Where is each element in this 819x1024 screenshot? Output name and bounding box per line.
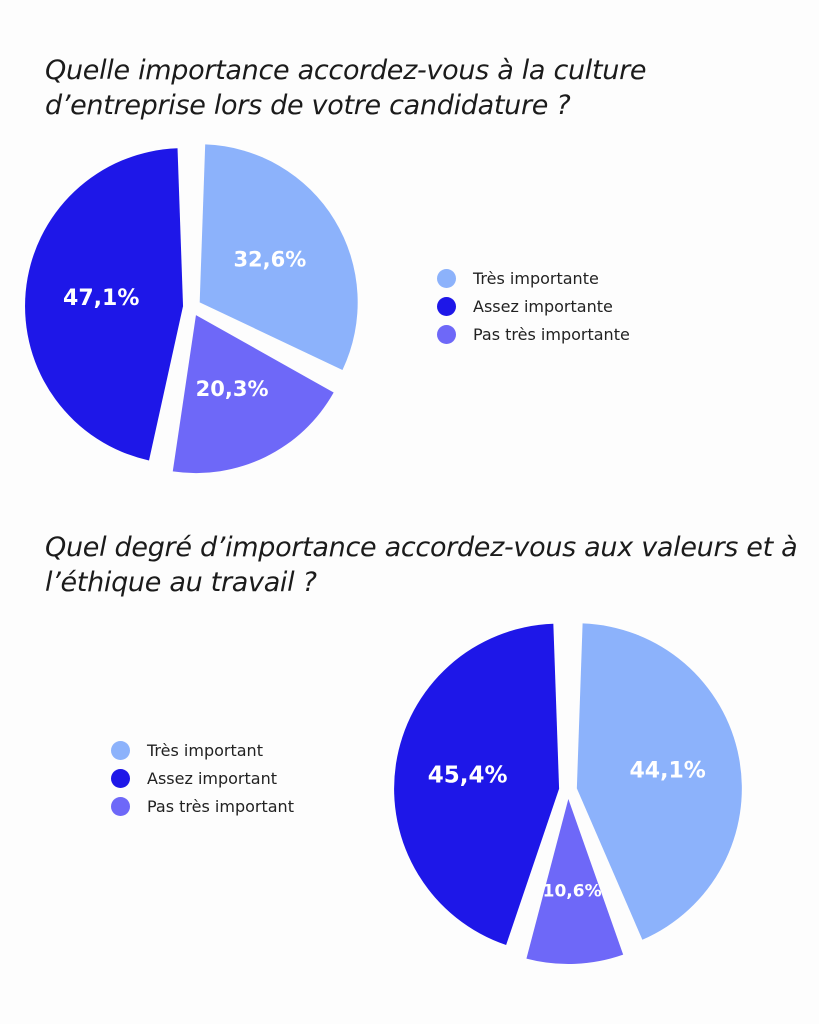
- legend-label: Très importante: [473, 268, 599, 288]
- legend-swatch: [111, 768, 130, 788]
- pie-slice-pas-très-importante: [172, 315, 334, 474]
- legend-item: Pas très important: [111, 792, 294, 820]
- pie-slice-très-importante: [199, 144, 358, 370]
- pie-slice-pas-très-important: [526, 798, 624, 964]
- slice-value-label: 45,4%: [428, 762, 508, 788]
- legend-label: Pas très importante: [473, 324, 630, 344]
- slice-value-label: 44,1%: [629, 759, 705, 784]
- slice-value-label: 47,1%: [63, 286, 139, 311]
- legend-label: Très important: [147, 740, 263, 760]
- legend-label: Assez important: [147, 768, 277, 788]
- chart-2-pie: 44,1% 10,6% 45,4%: [394, 623, 742, 964]
- legend-label: Assez importante: [473, 296, 613, 316]
- legend-swatch: [111, 796, 130, 816]
- legend-swatch: [437, 296, 456, 316]
- chart-1-legend: Très importante Assez importante Pas très …: [437, 264, 630, 348]
- pie-slice-assez-importante: [25, 148, 184, 461]
- pie-slice-très-important: [576, 623, 742, 940]
- chart-2-legend: Très important Assez important Pas très im…: [111, 736, 294, 820]
- pie-slice-assez-important: [394, 623, 560, 945]
- legend-swatch: [437, 324, 456, 344]
- legend-swatch: [111, 740, 130, 760]
- legend-item: Assez importante: [437, 292, 630, 320]
- legend-item: Très importante: [437, 264, 630, 292]
- chart-1-pie: 32,6% 20,3% 47,1%: [25, 144, 358, 474]
- legend-item: Assez important: [111, 764, 294, 792]
- slice-value-label: 10,6%: [543, 881, 602, 901]
- slice-value-label: 32,6%: [233, 248, 306, 272]
- chart-1-title: Quelle importance accordez-vous à la cul…: [45, 55, 647, 121]
- legend-swatch: [437, 268, 456, 288]
- legend-item: Très important: [111, 736, 294, 764]
- legend-item: Pas très importante: [437, 320, 630, 348]
- legend-label: Pas très important: [147, 796, 294, 816]
- slice-value-label: 20,3%: [196, 377, 269, 401]
- chart-2-title: Quel degré d’importance accordez-vous au…: [45, 532, 798, 598]
